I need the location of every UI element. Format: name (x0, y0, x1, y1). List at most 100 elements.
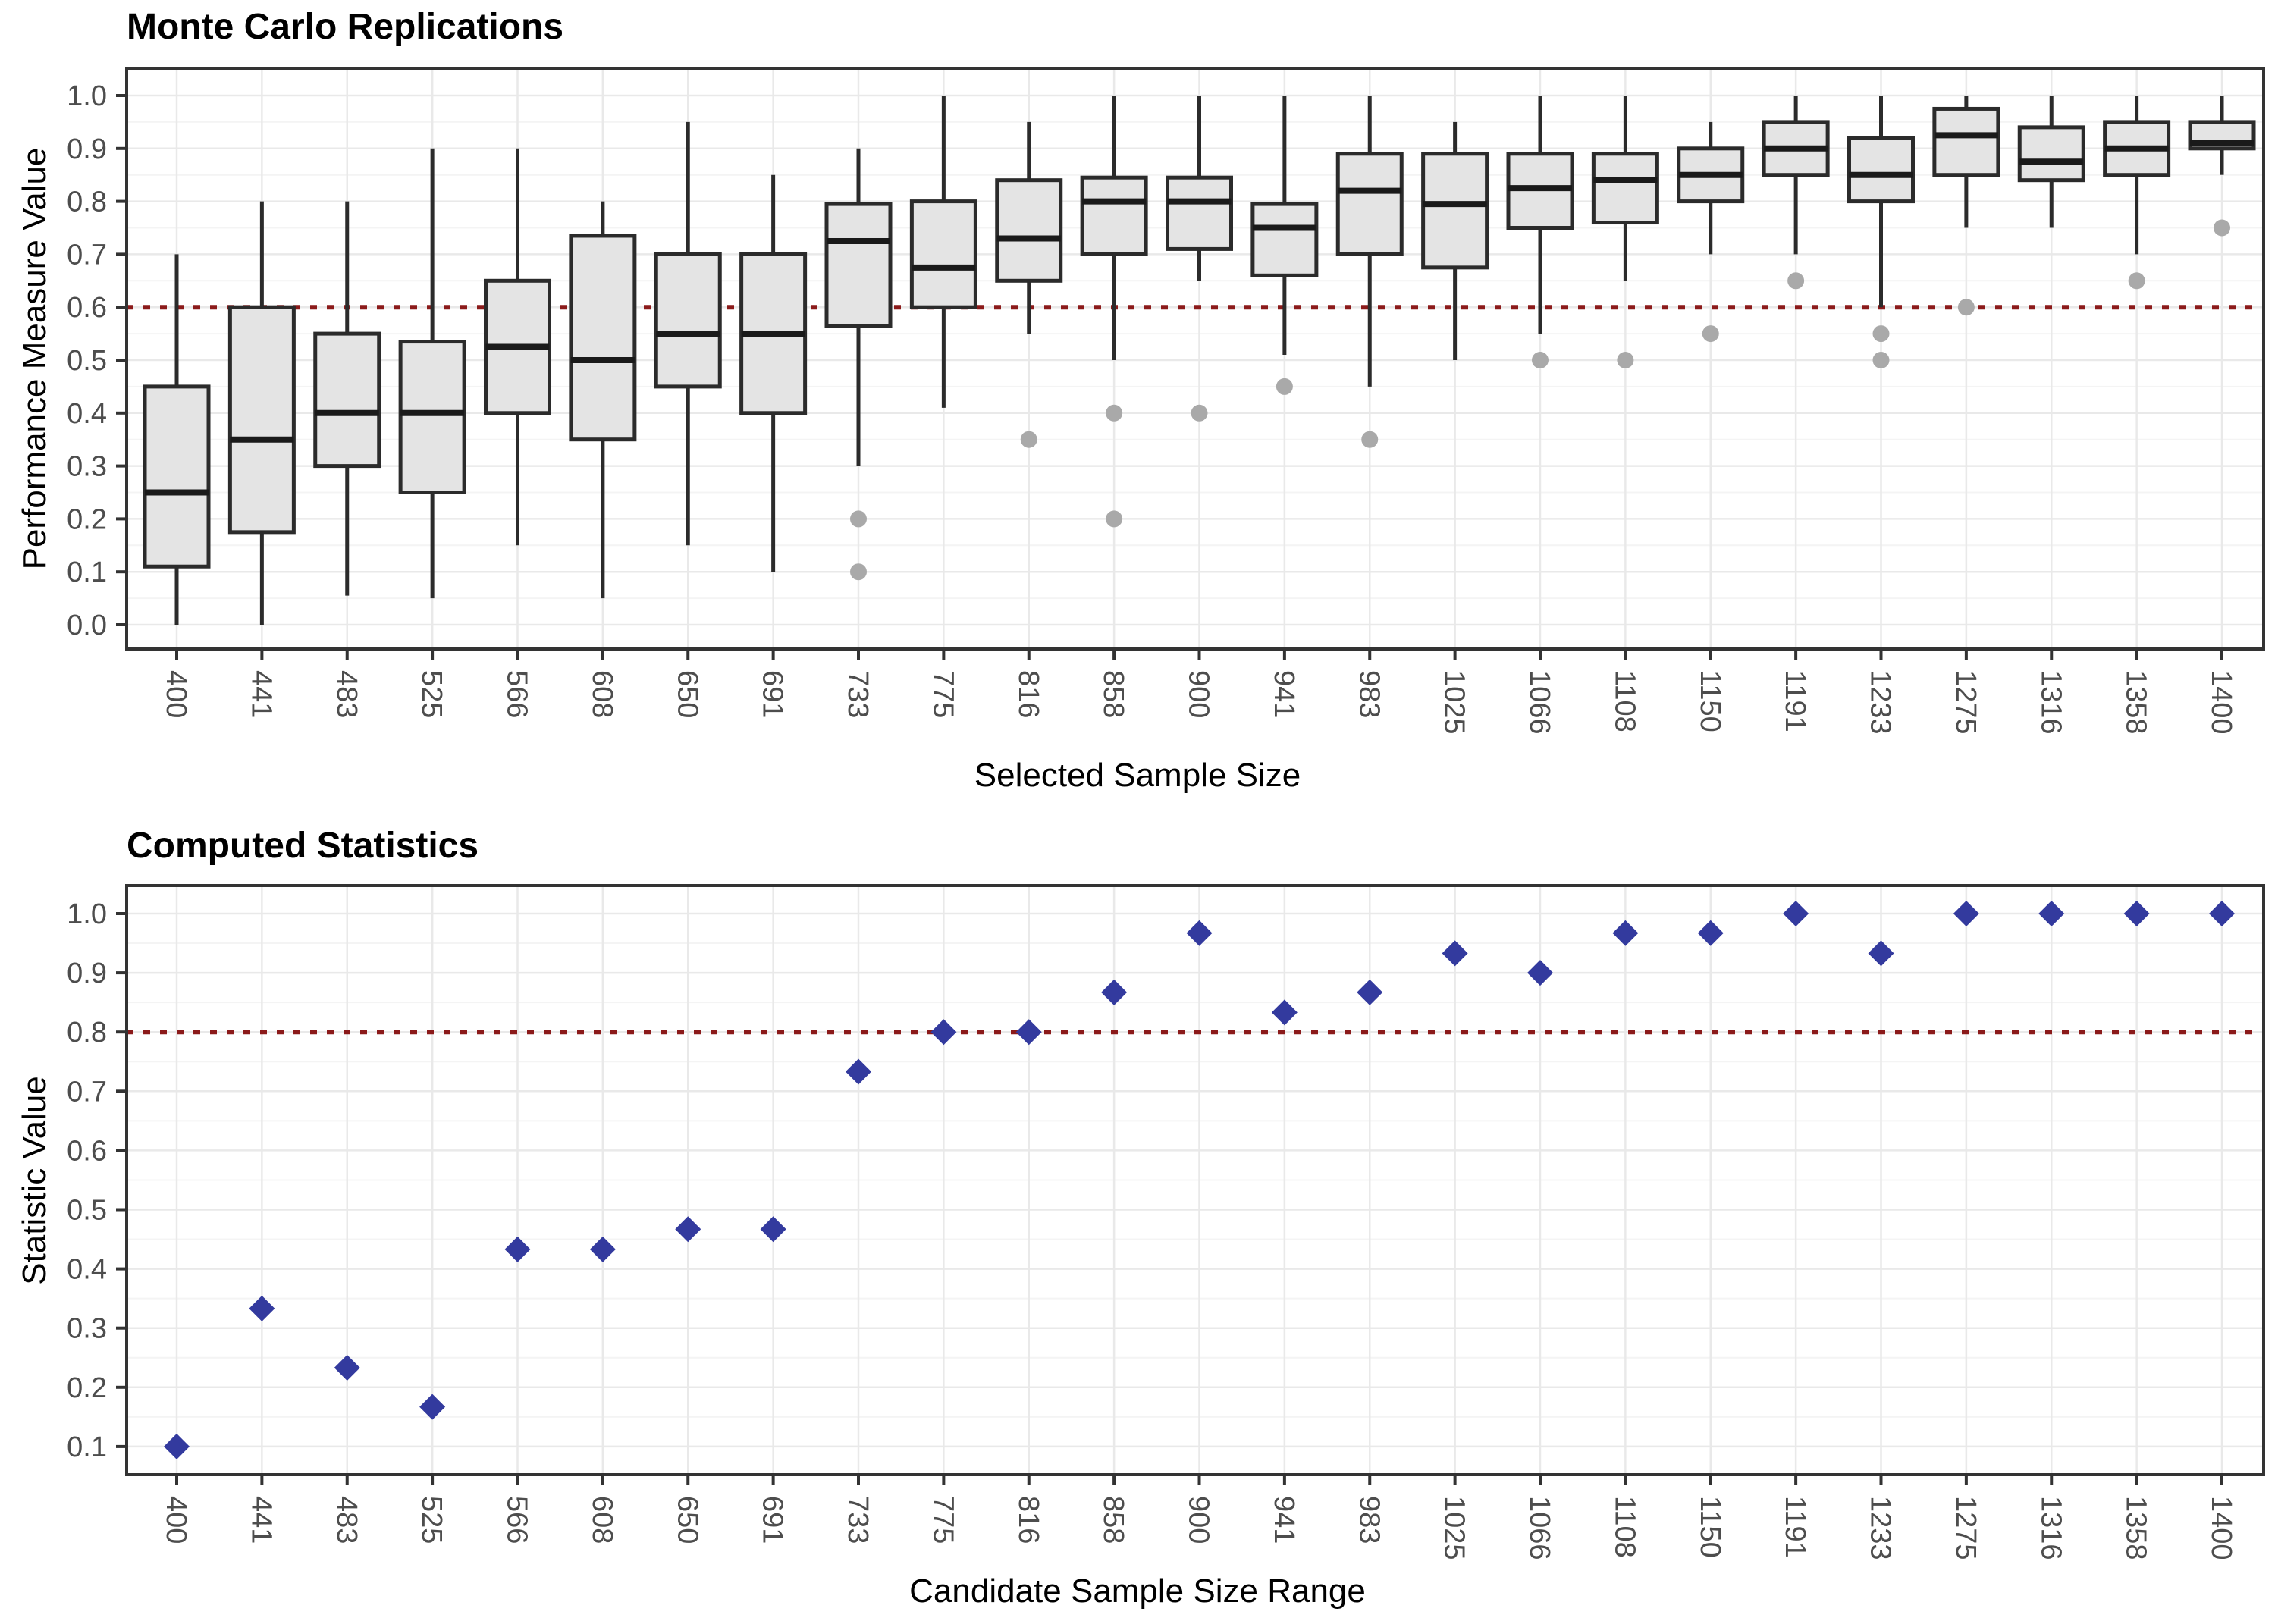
outlier-point (1617, 352, 1634, 368)
box-iqr (995, 178, 1063, 283)
diamond-point (334, 1355, 360, 1381)
outlier-point (1532, 352, 1549, 368)
x-tick-label: 941 (1268, 1496, 1300, 1544)
outlier-point (850, 563, 867, 581)
boxplot (1421, 121, 1489, 360)
outlier-point (850, 510, 867, 528)
x-tick-label: 1275 (1950, 1496, 1982, 1560)
boxplot (2103, 96, 2171, 290)
y-tick-label: 0.7 (67, 1076, 107, 1108)
outlier-point (1361, 431, 1379, 448)
boxplot (909, 96, 977, 408)
outlier-point (1957, 299, 1975, 316)
x-tick-label: 775 (927, 670, 959, 718)
box-iqr (143, 384, 211, 569)
y-tick-label: 1.0 (67, 898, 107, 930)
x-tick-label: 1025 (1439, 1496, 1470, 1560)
box-iqr (569, 234, 637, 442)
box-iqr (909, 199, 977, 309)
x-tick-label: 983 (1353, 1496, 1385, 1544)
x-tick-label: 858 (1097, 1496, 1129, 1544)
top-chart-title: Monte Carlo Replications (127, 7, 564, 47)
y-tick-label: 1.0 (67, 80, 107, 112)
y-tick-label: 0.6 (67, 1135, 107, 1167)
diamond-point (164, 1433, 190, 1459)
x-tick-label: 441 (245, 670, 277, 718)
x-tick-label: 1108 (1608, 1496, 1640, 1558)
diamond-point (1697, 920, 1724, 946)
x-tick-label: 1108 (1608, 670, 1640, 732)
y-tick-label: 0.3 (67, 1313, 107, 1345)
diamond-point (504, 1236, 531, 1262)
boxplot (1335, 96, 1404, 448)
x-tick-label: 733 (842, 1496, 874, 1544)
x-tick-label: 441 (245, 1496, 277, 1544)
diamond-point (419, 1394, 446, 1420)
x-tick-label: 1025 (1439, 670, 1470, 735)
diamond-point (2038, 901, 2065, 926)
diamond-point (1612, 920, 1639, 946)
y-tick-label: 0.5 (67, 345, 107, 377)
boxplot (1762, 96, 1830, 290)
x-tick-label: 983 (1353, 670, 1385, 718)
outlier-point (1702, 325, 1719, 343)
x-tick-label: 608 (586, 1496, 618, 1544)
y-tick-label: 0.0 (67, 610, 107, 641)
diamond-point (2209, 901, 2235, 926)
boxplot (313, 201, 381, 596)
boxplot (1250, 96, 1319, 395)
box-iqr (398, 340, 466, 494)
box-iqr (1250, 202, 1319, 277)
diamond-point (1783, 901, 1809, 926)
diamond-point (249, 1295, 275, 1321)
outlier-point (1787, 272, 1805, 290)
x-tick-label: 858 (1097, 670, 1129, 718)
boxplot (2017, 96, 2085, 228)
y-tick-label: 0.8 (67, 187, 107, 218)
diamond-point (1953, 901, 1979, 926)
box-iqr (313, 331, 381, 469)
diamond-point (1442, 940, 1468, 967)
diamond-point (1186, 920, 1213, 946)
outlier-point (1276, 378, 1293, 395)
box-iqr (1080, 175, 1148, 256)
boxplot (995, 121, 1063, 448)
diamond-point (930, 1019, 957, 1046)
x-tick-label: 566 (501, 670, 533, 718)
y-tick-label: 0.1 (67, 556, 107, 588)
x-tick-label: 483 (331, 670, 362, 718)
boxplot (228, 201, 296, 625)
x-tick-label: 1066 (1523, 1496, 1555, 1560)
y-tick-label: 0.9 (67, 958, 107, 989)
diamond-point (1015, 1019, 1042, 1046)
boxplot (1932, 96, 2000, 316)
boxplot (1591, 96, 1659, 368)
x-tick-label: 1316 (2035, 1496, 2066, 1560)
outlier-point (2128, 272, 2145, 290)
x-tick-label: 1233 (1865, 1496, 1897, 1560)
outlier-point (1872, 325, 1890, 343)
box-iqr (228, 305, 296, 535)
y-tick-label: 0.1 (67, 1431, 107, 1463)
y-tick-label: 0.7 (67, 239, 107, 271)
scatter-chart-svg: 0.1 0.2 0.3 0.4 0.5 0.6 0.7 0.8 0.9 1.0 400 441 483 5… (67, 884, 2265, 1560)
y-tick-label: 0.5 (67, 1195, 107, 1227)
x-tick-label: 816 (1012, 670, 1044, 718)
x-tick-label: 1066 (1523, 670, 1555, 735)
diamond-point (1868, 940, 1894, 967)
x-tick-label: 1358 (2120, 1496, 2152, 1560)
boxplot (484, 148, 551, 546)
box-iqr (1847, 136, 1915, 204)
x-tick-label: 900 (1183, 670, 1215, 718)
x-tick-label: 1400 (2205, 1496, 2237, 1560)
x-tick-label: 691 (757, 1496, 789, 1544)
x-tick-label: 525 (416, 670, 447, 718)
boxplot (739, 174, 808, 572)
x-tick-label: 483 (331, 1496, 362, 1544)
top-chart-x-axis-title: Selected Sample Size (974, 757, 1301, 794)
boxplot (1080, 96, 1148, 528)
bottom-chart-x-axis-title: Candidate Sample Size Range (909, 1572, 1366, 1610)
boxplot (143, 254, 211, 625)
x-tick-label: 1150 (1694, 670, 1726, 732)
x-tick-label: 733 (842, 670, 874, 718)
